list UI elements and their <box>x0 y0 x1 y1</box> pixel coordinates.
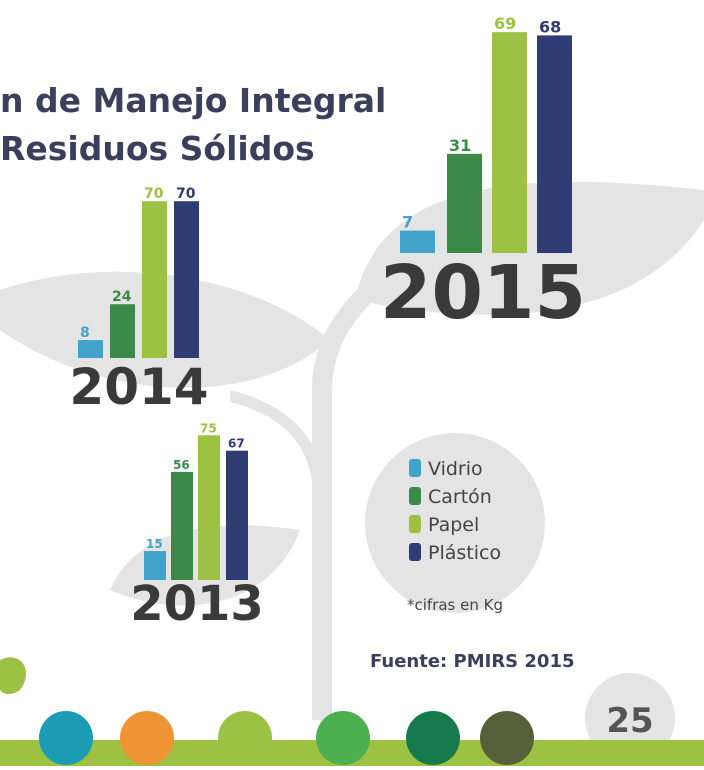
bar <box>226 450 248 580</box>
bar <box>400 230 435 253</box>
bar <box>447 153 482 253</box>
legend-icon <box>409 459 421 477</box>
year-label: 2013 <box>130 576 264 632</box>
value-label: 24 <box>112 289 132 305</box>
value-label: 15 <box>146 537 163 551</box>
legend-icon <box>409 543 421 561</box>
year-label: 2014 <box>69 358 208 416</box>
bar <box>144 551 166 580</box>
value-label: 70 <box>144 186 164 202</box>
footer-dots <box>39 711 534 765</box>
legend-label: Plástico <box>428 542 501 564</box>
value-label: 31 <box>449 136 471 155</box>
legend-icon <box>409 487 421 505</box>
legend-label: Papel <box>428 514 479 536</box>
value-label: 7 <box>402 213 413 232</box>
value-label: 56 <box>173 458 190 472</box>
bar <box>537 35 572 254</box>
value-label: 69 <box>494 14 516 33</box>
legend-label: Vidrio <box>428 458 483 480</box>
value-label: 70 <box>176 186 196 202</box>
decor <box>0 181 704 763</box>
value-label: 68 <box>539 17 561 36</box>
note: *cifras en Kg <box>407 596 503 614</box>
value-label: 75 <box>200 421 217 435</box>
legend-icon <box>409 515 421 533</box>
bar <box>142 201 167 358</box>
value-label: 67 <box>228 437 245 451</box>
bar <box>171 471 193 580</box>
bar <box>110 304 135 358</box>
value-label: 8 <box>80 325 90 341</box>
bar <box>78 340 103 358</box>
source: Fuente: PMIRS 2015 <box>370 651 575 672</box>
year-label: 2015 <box>380 250 586 336</box>
title-line: Residuos Sólidos <box>0 129 315 168</box>
bar <box>198 435 220 580</box>
page-number: 25 <box>606 701 653 741</box>
legend-label: Cartón <box>428 486 492 508</box>
leaf <box>0 657 26 695</box>
bar <box>174 201 199 358</box>
bar <box>492 32 527 254</box>
title-line: n de Manejo Integral <box>0 81 386 120</box>
